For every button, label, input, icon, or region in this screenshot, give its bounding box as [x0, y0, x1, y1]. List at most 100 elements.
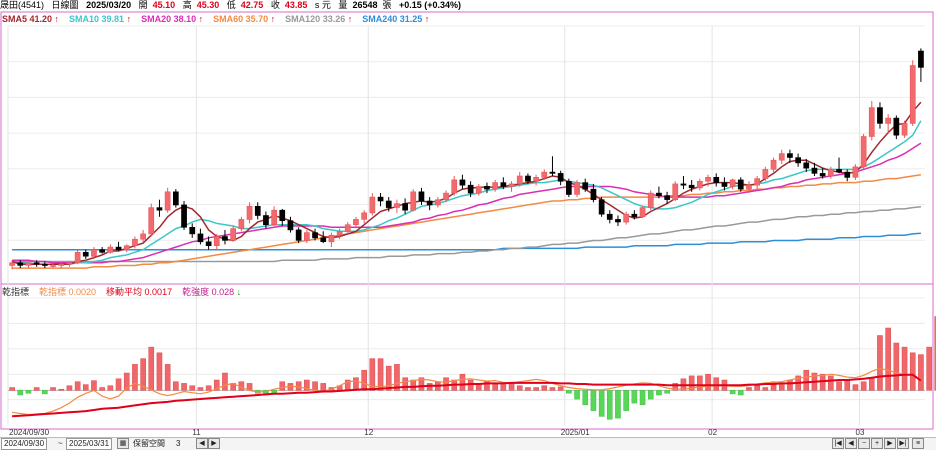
- candle-body: [312, 232, 318, 239]
- candle-body: [877, 107, 883, 124]
- first-page-icon[interactable]: |◀: [832, 438, 844, 449]
- last-page-icon[interactable]: ▶|: [897, 438, 909, 449]
- retain-space-value[interactable]: 3: [176, 439, 181, 448]
- indicator-bar: [492, 383, 498, 391]
- indicator-bar: [582, 390, 589, 406]
- indicator-bar: [934, 316, 936, 391]
- prev-page-icon[interactable]: ◀: [845, 438, 857, 449]
- candle-body: [696, 181, 703, 189]
- candle-body: [107, 246, 114, 253]
- candle-body: [606, 213, 613, 220]
- indicator-bar: [606, 390, 613, 420]
- zoom-in-icon[interactable]: +: [871, 438, 883, 449]
- close-label: 收: [270, 0, 280, 10]
- indicator-bar: [279, 381, 286, 391]
- x-tick-label: 03: [856, 428, 865, 437]
- zoom-out-icon[interactable]: −: [858, 438, 870, 449]
- indicator-bar: [418, 377, 425, 391]
- candle-body: [132, 238, 138, 247]
- ma-legend-item-0: SMA5 41.20 ↑: [2, 14, 60, 24]
- indicator-legend-item-2: 移動平均 0.0017: [106, 287, 173, 297]
- indicator-bar: [525, 387, 531, 391]
- indicator-bar: [803, 369, 810, 391]
- indicator-bar: [17, 390, 24, 396]
- bottom-toolbar: 2024/09/30 ~ 2025/03/31 ▦ 保留空間 3 ◀ ▶ |◀ …: [0, 437, 936, 450]
- candle-body: [516, 175, 523, 185]
- scroll-right-icon[interactable]: ▶: [208, 438, 220, 449]
- currency-label: s 元: [314, 0, 331, 10]
- period-label[interactable]: 日線圖: [51, 0, 79, 10]
- candle-body: [778, 153, 785, 161]
- indicator-legend-item-0: 乾指標: [2, 287, 30, 297]
- quote-date: 2025/03/20: [86, 0, 132, 10]
- candle-body: [860, 136, 867, 168]
- candle-body: [82, 252, 89, 257]
- date-to-field[interactable]: 2025/03/31: [66, 438, 113, 450]
- candle-body: [852, 166, 859, 178]
- indicator-bar: [148, 346, 155, 391]
- indicator-bar: [508, 383, 515, 391]
- indicator-bar: [42, 390, 48, 395]
- candle-body: [140, 233, 147, 240]
- candle-body: [263, 215, 269, 225]
- next-page-icon[interactable]: ▶: [884, 438, 896, 449]
- candle-body: [197, 233, 204, 243]
- high-label: 高: [182, 0, 192, 10]
- indicator-bar: [91, 380, 97, 391]
- candle-body: [615, 219, 621, 223]
- indicator-bar: [598, 390, 605, 417]
- indicator-bar: [189, 385, 196, 391]
- candle-body: [115, 246, 122, 251]
- ma-legend-item-5: SMA240 31.25 ↑: [362, 14, 430, 24]
- open-value: 45.10: [152, 0, 176, 10]
- candle-body: [303, 232, 310, 241]
- indicator-bar: [107, 385, 114, 391]
- candle-body: [41, 263, 48, 266]
- candle-body: [17, 262, 24, 266]
- candle-body: [811, 167, 818, 174]
- candle-body: [827, 169, 834, 177]
- sma-line-sma240: [12, 232, 921, 251]
- candle-body: [443, 192, 449, 201]
- candle-body: [385, 200, 392, 208]
- candle-body: [803, 162, 810, 169]
- indicator-bar: [746, 387, 752, 391]
- candle-body: [574, 182, 580, 195]
- indicator-bar: [74, 381, 81, 391]
- indicator-bar: [918, 354, 924, 391]
- scroll-left-icon[interactable]: ◀: [196, 438, 208, 449]
- indicator-bar: [541, 385, 548, 391]
- candle-body: [508, 183, 515, 187]
- candle-body: [525, 175, 531, 182]
- candle-body: [173, 191, 179, 206]
- indicator-bar: [82, 384, 89, 391]
- indicator-bar: [893, 342, 900, 391]
- indicator-bar: [533, 387, 539, 391]
- low-value: 42.75: [240, 0, 264, 10]
- date-from-field[interactable]: 2024/09/30: [1, 438, 48, 450]
- indicator-bar: [156, 352, 163, 391]
- indicator-bar: [402, 377, 408, 391]
- indicator-panel-frame: [0, 283, 934, 430]
- indicator-bar: [729, 390, 736, 395]
- candle-body: [230, 228, 237, 241]
- indicator-bar: [164, 364, 171, 391]
- candle-body: [737, 179, 744, 190]
- ma-legend-item-2: SMA20 38.10 ↑: [141, 14, 204, 24]
- indicator-bar: [66, 385, 73, 391]
- indicator-bar: [140, 358, 146, 391]
- indicator-bar: [615, 390, 621, 419]
- candle-body: [369, 196, 376, 214]
- candle-body: [656, 192, 662, 197]
- candle-body: [688, 184, 695, 189]
- indicator-bar: [705, 373, 711, 391]
- candle-body: [58, 263, 65, 266]
- candle-body: [557, 173, 564, 182]
- indicator-bar: [197, 387, 204, 391]
- settings-icon[interactable]: ≡: [912, 438, 924, 449]
- calendar-icon[interactable]: ▦: [117, 438, 129, 449]
- indicator-bar: [901, 346, 908, 391]
- change-value: +0.15 (+0.34%): [399, 0, 462, 10]
- candle-body: [164, 191, 171, 211]
- candle-body: [549, 171, 556, 174]
